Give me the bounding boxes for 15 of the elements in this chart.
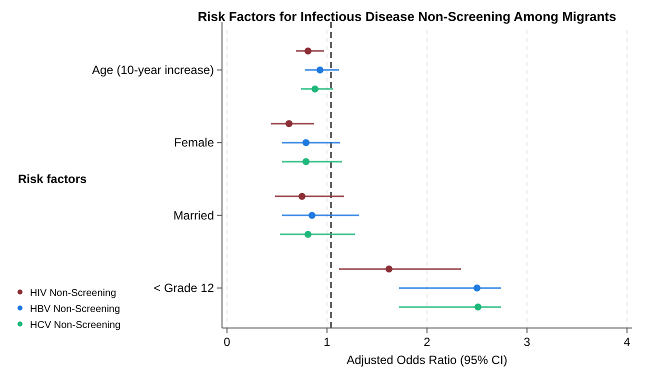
y-tick-label: < Grade 12 [154, 281, 214, 296]
x-tick-label: 2 [424, 335, 431, 349]
legend-label: HIV Non-Screening [30, 288, 116, 299]
x-tick-label: 1 [324, 335, 331, 349]
legend-label: HBV Non-Screening [30, 304, 120, 315]
y-tick-label: Married [173, 208, 214, 222]
y-tick-label: Age (10-year increase) [92, 62, 214, 77]
x-tick-label: 3 [524, 335, 531, 349]
legend-label: HCV Non-Screening [30, 320, 121, 331]
y-axis-title: Risk factors [18, 172, 88, 186]
x-tick-label: 0 [224, 335, 231, 349]
chart-title: Risk Factors for Infectious Disease Non-Screening Among Migrants [198, 9, 616, 24]
x-tick-label: 4 [624, 335, 631, 349]
x-axis-title: Adjusted Odds Ratio (95% CI) [346, 353, 508, 367]
y-tick-label: Female [174, 136, 214, 150]
